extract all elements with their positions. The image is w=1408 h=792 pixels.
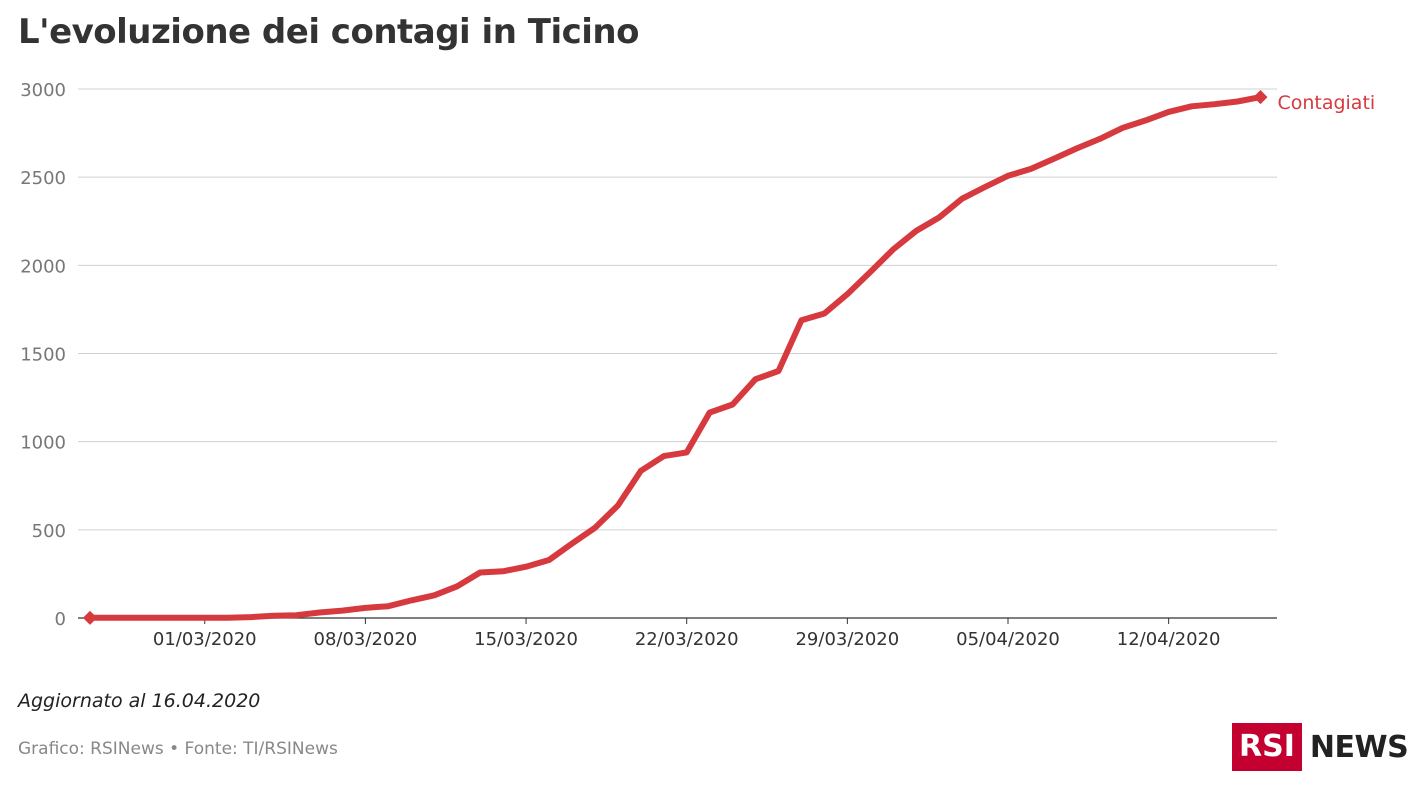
- y-axis-ticks: 0 500 1000 1500 2000 2500 3000: [20, 80, 66, 630]
- y-tick-label: 1500: [20, 345, 66, 366]
- x-axis-ticks: 01/03/2020 08/03/2020 15/03/2020 22/03/2020…: [153, 618, 1221, 650]
- x-tick-label: 05/04/2020: [956, 629, 1060, 650]
- series-layer: Contagiati: [82, 90, 1375, 625]
- series-line-contagiati: [87, 94, 1264, 621]
- series-end-marker: [1253, 90, 1268, 105]
- rsi-news-logo: RSI NEWS: [1232, 723, 1408, 771]
- x-tick-label: 29/03/2020: [795, 629, 899, 650]
- chart-title: L'evoluzione dei contagi in Ticino: [18, 12, 639, 52]
- x-tick-label: 12/04/2020: [1117, 629, 1221, 650]
- line-chart: 0 500 1000 1500 2000 2500 3000 01/03/2020 08/03…: [20, 80, 1375, 650]
- y-tick-label: 1000: [20, 433, 66, 454]
- news-logo-text: NEWS: [1309, 729, 1408, 765]
- source-credit: Grafico: RSINews • Fonte: TI/RSINews: [18, 739, 338, 759]
- rsi-logo-box: RSI: [1232, 723, 1302, 771]
- grid-lines: [78, 88, 1277, 619]
- y-tick-label: 500: [32, 521, 66, 542]
- y-tick-label: 0: [55, 609, 66, 630]
- x-tick-label: 15/03/2020: [474, 629, 578, 650]
- updated-note: Aggiornato al 16.04.2020: [18, 690, 261, 712]
- y-tick-label: 2500: [20, 168, 66, 189]
- x-tick-label: 22/03/2020: [635, 629, 739, 650]
- y-tick-label: 2000: [20, 256, 66, 277]
- series-label-contagiati: Contagiati: [1277, 92, 1375, 114]
- x-tick-label: 01/03/2020: [153, 629, 257, 650]
- y-tick-label: 3000: [20, 80, 66, 101]
- x-tick-label: 08/03/2020: [314, 629, 418, 650]
- series-start-marker: [82, 610, 98, 625]
